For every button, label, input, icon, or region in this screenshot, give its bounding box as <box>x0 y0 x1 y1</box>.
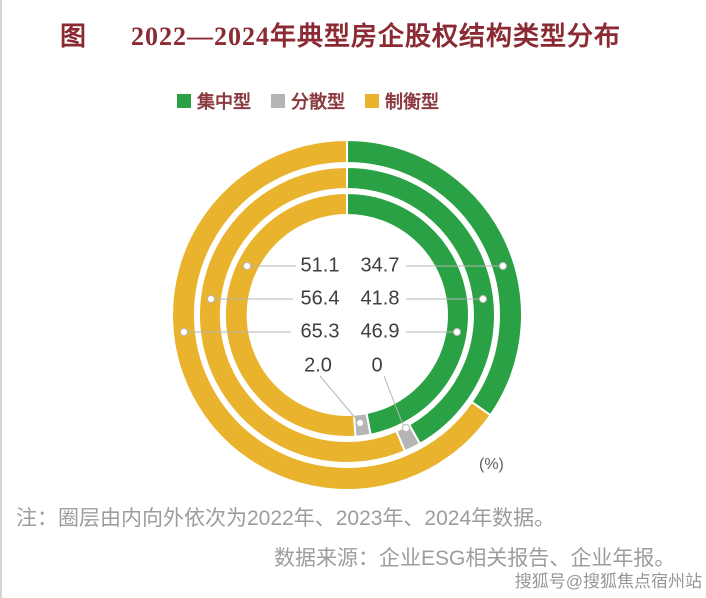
footnote: 注：圈层由内向外依次为2022年、2023年、2024年数据。 <box>16 507 556 530</box>
value-label-right-1: 41.8 <box>360 287 400 310</box>
leader-dot-7 <box>402 424 410 432</box>
legend-item-concentrated: 集中型 <box>177 88 251 114</box>
value-label-right-2: 46.9 <box>360 320 400 343</box>
leader-dot-0 <box>243 262 251 270</box>
legend-swatch-gray <box>271 94 285 108</box>
title-prefix: 图 <box>60 22 88 51</box>
value-label-left-0: 51.1 <box>300 254 340 277</box>
legend: 集中型 分散型 制衡型 <box>2 88 614 114</box>
value-label-left-2: 65.3 <box>300 320 340 343</box>
leader-dot-6 <box>356 419 364 427</box>
leader-dot-2 <box>180 328 188 336</box>
leader-dot-5 <box>453 328 461 336</box>
legend-swatch-yellow <box>365 94 379 108</box>
donut-ring-1-seg-2 <box>197 165 407 464</box>
leader-dot-1 <box>207 295 215 303</box>
value-label-left-1: 56.4 <box>300 287 340 310</box>
leader-dot-4 <box>479 295 487 303</box>
legend-label-dispersed: 分散型 <box>291 92 345 112</box>
legend-item-balanced: 制衡型 <box>365 88 439 114</box>
value-label-right-0: 34.7 <box>360 254 400 277</box>
data-source: 数据来源：企业ESG相关报告、企业年报。 <box>274 547 676 570</box>
leader-line-6 <box>319 375 358 421</box>
donut-ring-2-seg-2 <box>171 138 492 491</box>
leader-dot-3 <box>499 262 507 270</box>
chart-title: 图 2022—2024年典型房企股权结构类型分布 <box>60 16 621 53</box>
title-text: 2022—2024年典型房企股权结构类型分布 <box>131 22 622 51</box>
watermark: 搜狐号@搜狐焦点宿州站 <box>514 572 702 591</box>
legend-label-concentrated: 集中型 <box>197 92 251 112</box>
legend-item-dispersed: 分散型 <box>271 88 345 114</box>
legend-label-balanced: 制衡型 <box>385 92 439 112</box>
legend-swatch-green <box>177 94 191 108</box>
value-label-right-3: 0 <box>371 354 383 377</box>
donut-ring-0-seg-2 <box>223 191 357 438</box>
value-label-left-3: 2.0 <box>304 354 332 377</box>
unit-label: (%) <box>479 456 504 473</box>
leader-line-7 <box>383 375 404 426</box>
